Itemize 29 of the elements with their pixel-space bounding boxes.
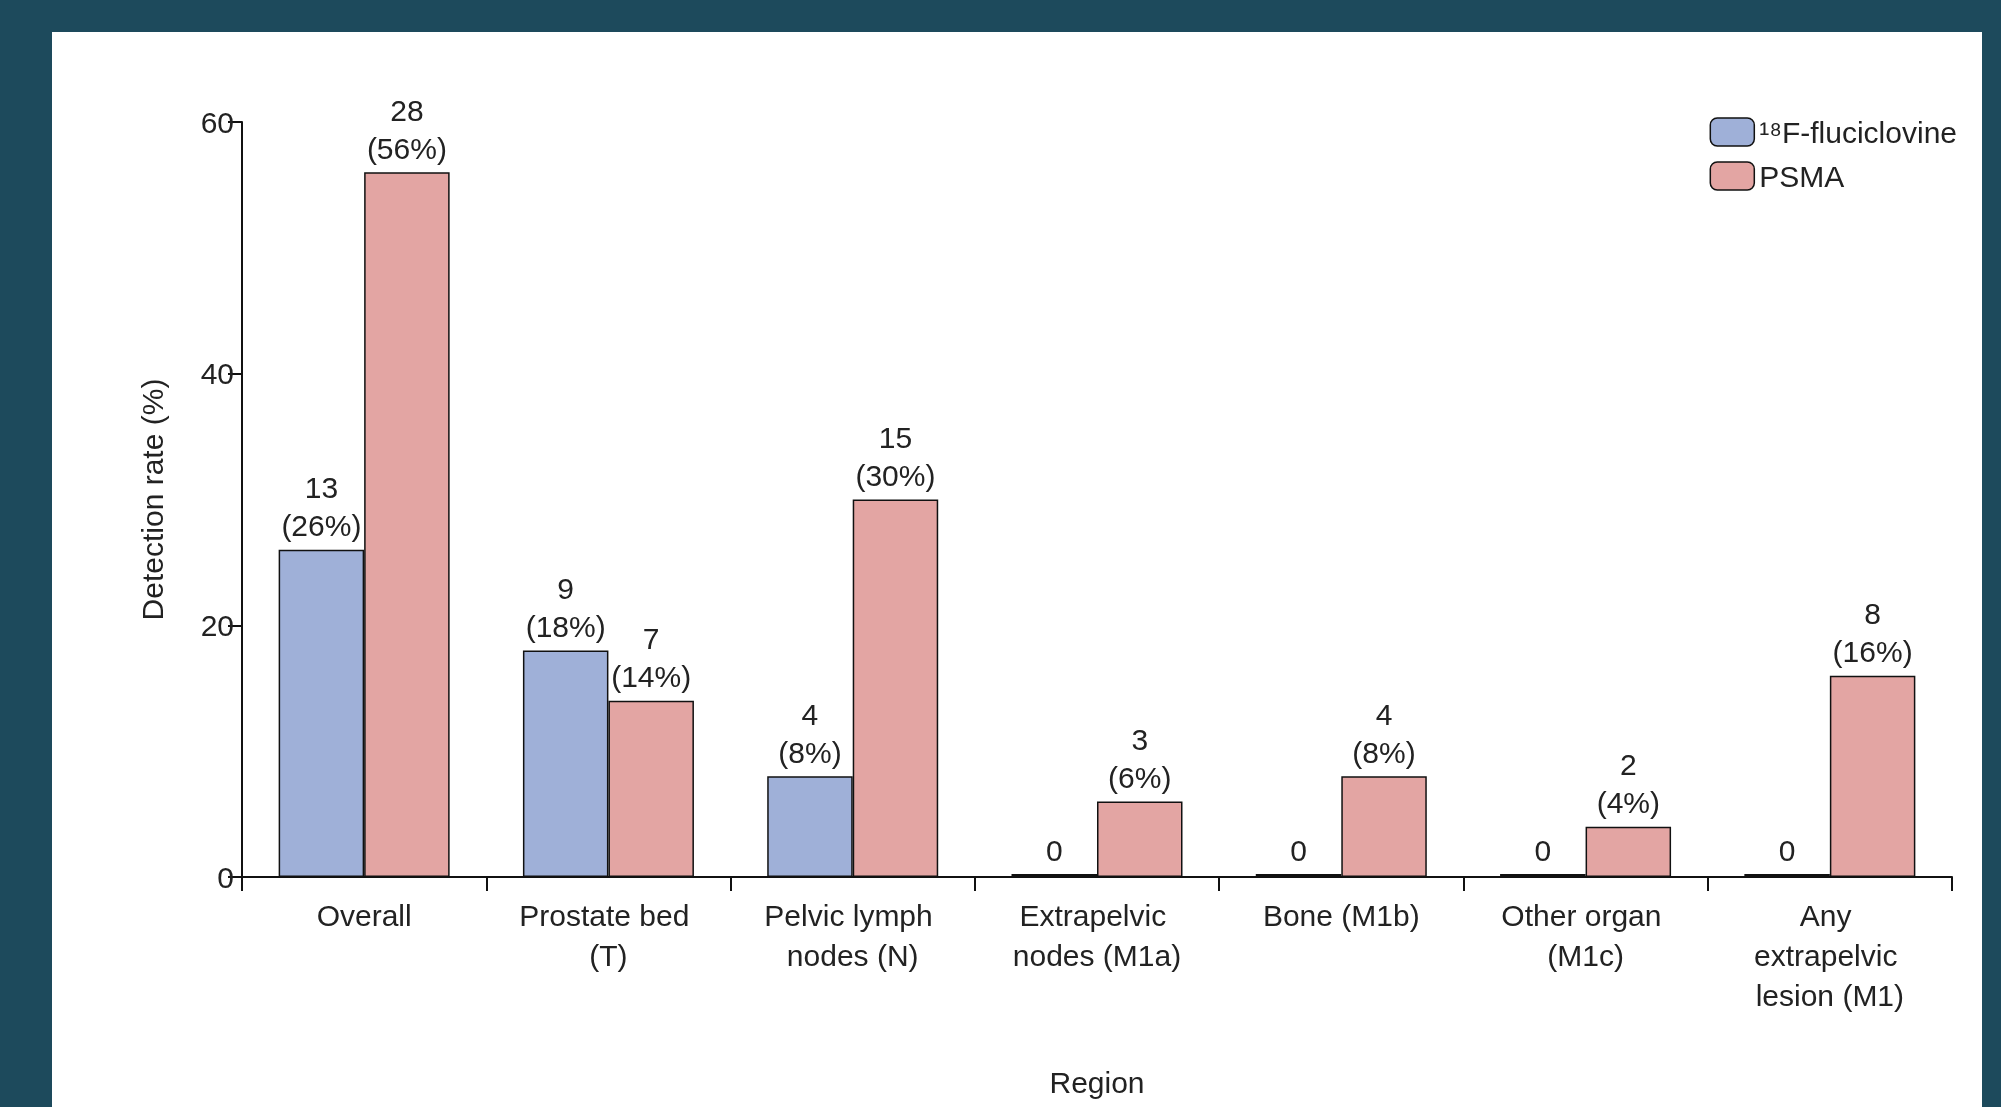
x-tick-label: Overall: [316, 898, 412, 932]
x-tick-label: Other organ (M1c): [1501, 898, 1670, 972]
data-label: 4 (8%): [778, 697, 842, 769]
y-tick-label: 0: [217, 860, 234, 894]
data-label: 0: [1534, 833, 1552, 867]
data-label: 7 (14%): [611, 622, 692, 694]
data-label: 4 (8%): [1352, 697, 1416, 769]
data-label: 0: [1778, 833, 1796, 867]
data-label: 8 (16%): [1832, 597, 1913, 669]
x-tick-label: Bone (M1b): [1262, 898, 1420, 932]
x-tick-label: Any extrapelvic lesion (M1): [1753, 898, 1906, 1012]
data-label: 15 (30%): [855, 421, 936, 492]
data-label: 13 (26%): [281, 471, 362, 543]
x-tick-label: Prostate bed (T): [519, 898, 698, 972]
data-label: 28 (56%): [366, 93, 447, 165]
y-tick-label: 20: [200, 608, 234, 642]
x-tick-label: Extrapelvic nodes (M1a): [1012, 898, 1182, 972]
legend-label: PSMA: [1759, 159, 1845, 193]
data-label: 0: [1045, 833, 1063, 867]
x-axis-title: Region: [1049, 1065, 1145, 1099]
y-tick-label: 40: [200, 357, 234, 391]
legend-label: ¹⁸F-fluciclovine: [1759, 115, 1958, 149]
x-tick-label: Pelvic lymph nodes (N): [764, 898, 942, 972]
data-label: 2 (4%): [1596, 748, 1660, 820]
data-label: 3 (6%): [1108, 723, 1172, 794]
y-axis-title: Detection rate (%): [135, 378, 169, 621]
data-label: 9 (18%): [525, 572, 606, 643]
data-label: 0: [1290, 833, 1307, 867]
y-tick-label: 60: [200, 105, 234, 139]
